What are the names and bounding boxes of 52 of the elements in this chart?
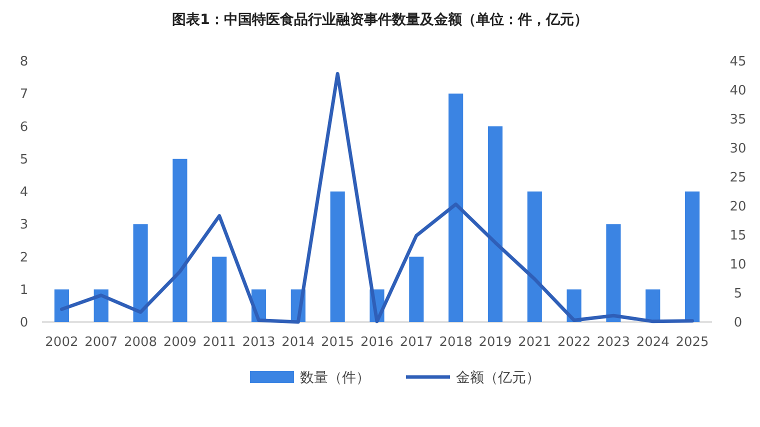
bar xyxy=(606,224,621,322)
y2-tick-label: 0 xyxy=(734,316,742,330)
y2-tick-label: 25 xyxy=(730,170,746,186)
y-tick-label: 6 xyxy=(20,120,28,135)
y-tick-label: 3 xyxy=(20,218,28,233)
x-tick-label: 2013 xyxy=(242,335,276,350)
y2-tick-label: 45 xyxy=(730,54,746,70)
x-tick-label: 2011 xyxy=(202,335,236,350)
x-tick-label: 2018 xyxy=(439,335,472,350)
x-tick-label: 2015 xyxy=(321,335,354,350)
x-tick-label: 2022 xyxy=(558,335,591,350)
bar xyxy=(448,94,464,322)
chart-title: 图表1：中国特医食品行业融资事件数量及金额（单位：件，亿元） xyxy=(172,11,588,28)
y2-tick-label: 40 xyxy=(730,84,746,98)
y-tick-label: 4 xyxy=(20,185,28,200)
legend-label: 数量（件） xyxy=(300,370,370,386)
y-tick-label: 0 xyxy=(20,316,28,330)
x-tick-label: 2007 xyxy=(84,335,118,350)
y2-tick-label: 15 xyxy=(730,228,746,244)
legend-label: 金额（亿元） xyxy=(456,370,540,386)
x-tick-label: 2017 xyxy=(400,335,433,350)
y-tick-label: 8 xyxy=(20,54,28,70)
bar xyxy=(685,192,700,322)
x-tick-label: 2021 xyxy=(518,335,552,350)
bar xyxy=(330,192,345,322)
x-tick-label: 2008 xyxy=(124,335,158,350)
y-tick-label: 7 xyxy=(20,87,28,102)
bar xyxy=(646,289,660,322)
bar xyxy=(409,256,424,322)
bar xyxy=(133,224,148,322)
x-tick-label: 2023 xyxy=(596,335,630,350)
x-tick-label: 2024 xyxy=(636,335,670,350)
y-tick-label: 1 xyxy=(20,282,28,298)
x-tick-label: 2016 xyxy=(360,335,394,350)
bar xyxy=(54,289,69,322)
y2-tick-label: 30 xyxy=(730,142,746,156)
y2-tick-label: 20 xyxy=(730,200,746,214)
x-tick-label: 2025 xyxy=(676,335,709,350)
y2-tick-label: 10 xyxy=(730,258,746,272)
x-tick-label: 2019 xyxy=(478,335,512,350)
y-tick-label: 2 xyxy=(20,250,28,266)
bar xyxy=(172,158,188,322)
x-tick-label: 2014 xyxy=(282,335,315,350)
bar xyxy=(488,126,503,322)
x-tick-label: 2002 xyxy=(45,335,78,350)
y2-tick-label: 35 xyxy=(730,112,746,128)
x-tick-label: 2009 xyxy=(163,335,196,350)
line-series xyxy=(60,72,694,324)
y2-tick-label: 5 xyxy=(734,286,742,302)
y-tick-label: 5 xyxy=(20,152,28,168)
bar xyxy=(212,256,227,322)
bar xyxy=(527,192,542,322)
